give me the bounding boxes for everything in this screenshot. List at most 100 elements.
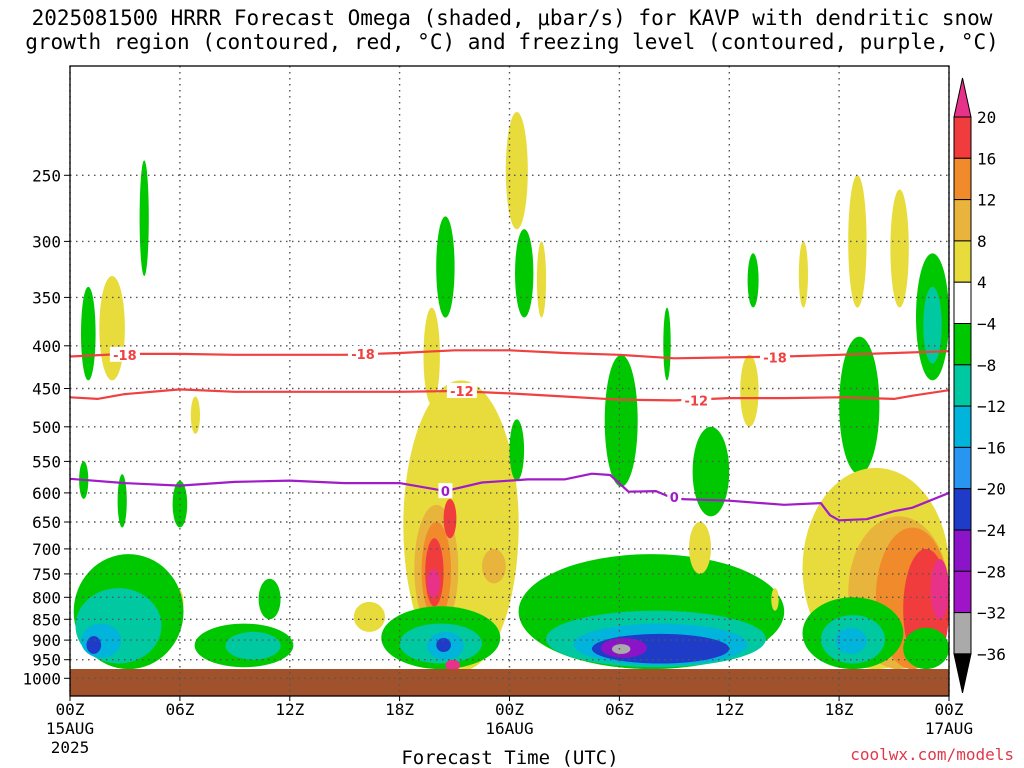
contour-label-bg: [446, 383, 477, 398]
colorbar-label: −32: [977, 604, 1006, 623]
omega-region-15: [353, 601, 385, 632]
omega-region-42: [692, 426, 730, 517]
colorbar-label: 12: [977, 191, 996, 210]
colorbar-label: −4: [977, 315, 996, 334]
y-tick-label-350: 350: [32, 288, 61, 307]
y-tick-label-950: 950: [32, 651, 61, 670]
y-tick-label-550: 550: [32, 452, 61, 471]
x-tick-label-12: 12Z: [275, 700, 304, 719]
omega-region-61: [903, 627, 949, 670]
colorbar-label: −36: [977, 645, 1006, 664]
omega-region-49: [890, 189, 909, 308]
x-tick-label-30: 06Z: [605, 700, 634, 719]
y-tick-label-700: 700: [32, 540, 61, 559]
omega-region-4: [117, 474, 127, 528]
colorbar-swatch-6: [953, 323, 972, 366]
contour-label: 0: [670, 491, 679, 506]
colorbar-label: 4: [977, 273, 987, 292]
credit-link[interactable]: coolwx.com/models: [850, 745, 1014, 764]
colorbar-swatch-5: [953, 281, 972, 325]
omega-region-32: [536, 241, 547, 318]
omega-region-5: [190, 396, 200, 434]
contour-label: -18: [351, 348, 375, 363]
colorbar-label: −24: [977, 521, 1006, 540]
contour-label: 0: [441, 485, 450, 500]
contour-label-bg: [681, 392, 712, 408]
colorbar-swatch-9: [953, 446, 972, 490]
contour-label: -18: [763, 351, 787, 366]
contour-layer: -18 -18 -18 -12 -12 0 0: [70, 345, 949, 522]
contour-label: -12: [685, 394, 709, 409]
x-tick-label-36: 12Z: [715, 700, 744, 719]
contour-minus12-line: [70, 388, 949, 402]
omega-region-11: [86, 636, 102, 654]
omega-region-57: [930, 559, 949, 620]
colorbar-label: −12: [977, 397, 1006, 416]
y-tick-label-850: 850: [32, 610, 61, 629]
omega-region-60: [835, 627, 867, 654]
y-tick-label-600: 600: [32, 484, 61, 503]
contour-0-line: [70, 472, 949, 522]
colorbar-swatch-4: [953, 240, 972, 283]
omega-region-22: [427, 569, 440, 598]
omega-region-13: [225, 631, 281, 660]
colorbar-swatch-7: [953, 364, 972, 407]
omega-region-14: [258, 578, 281, 620]
colorbar-label: −8: [977, 356, 996, 375]
y-tick-label-400: 400: [32, 337, 61, 356]
colorbar-label: 20: [977, 108, 996, 127]
omega-region-43: [689, 521, 711, 574]
y-tick-label-750: 750: [32, 565, 61, 584]
y-tick-label-500: 500: [32, 418, 61, 437]
omega-region-46: [771, 588, 779, 611]
y-tick-label-450: 450: [32, 380, 61, 399]
omega-region-34: [604, 354, 638, 487]
omega-region-23: [443, 498, 457, 539]
contour-label: -18: [113, 349, 137, 364]
x-tick-label-24: 00Z: [495, 700, 524, 719]
colorbar-swatch-2: [953, 157, 972, 201]
x-tick-date-label: 15AUG: [46, 719, 94, 738]
contour-minus18-line: [70, 349, 949, 360]
omega-region-52: [839, 336, 880, 475]
grid-lines: [69, 66, 950, 696]
omega-region-31: [515, 229, 534, 318]
x-axis-label: Forecast Time (UTC): [401, 747, 618, 768]
omega-region-24: [482, 548, 506, 584]
omega-region-30: [505, 112, 528, 230]
contour-label-bg: [438, 483, 453, 499]
omega-region-51: [923, 286, 942, 364]
colorbar-label: 8: [977, 232, 987, 251]
contour-label-bg: [667, 489, 682, 505]
x-tick-year-label: 2025: [51, 738, 90, 757]
y-tick-label-300: 300: [32, 232, 61, 251]
colorbar-label: 16: [977, 149, 996, 168]
y-axis: 250 300 350 400 450 500 550 600 650 700 750 800 850 9…: [22, 166, 70, 688]
omega-region-17: [423, 307, 440, 405]
chart-title: 2025081500 HRRR Forecast Omega (shaded, …: [0, 6, 1024, 54]
x-tick-label-18: 18Z: [385, 700, 414, 719]
y-tick-label-800: 800: [32, 588, 61, 607]
colorbar-swatch-8: [953, 405, 972, 448]
colorbar-label: −20: [977, 480, 1006, 499]
omega-region-0: [81, 286, 96, 381]
x-tick-label-0: 00Z: [56, 700, 85, 719]
omega-region-40: [612, 644, 631, 654]
colorbar-legend: 20 16 12 8 4 −4 −8 −12 −16 −20 −24 −28 −32 −36: [953, 77, 1006, 694]
x-tick-label-42: 18Z: [825, 700, 854, 719]
x-tick-label-48: 00Z: [935, 700, 964, 719]
colorbar-swatch-11: [953, 529, 972, 572]
colorbar-swatch-1: [953, 116, 972, 159]
colorbar-bottom-arrow: [953, 653, 972, 694]
omega-region-45: [740, 354, 759, 427]
contour-label-bg: [760, 349, 790, 365]
x-tick-date-label: 17AUG: [925, 719, 973, 738]
chart-title-line-2: growth region (contoured, red, °C) and f…: [25, 30, 999, 54]
omega-region-16: [436, 216, 455, 318]
y-tick-label-1000: 1000: [22, 669, 61, 688]
colorbar-label: −16: [977, 438, 1006, 457]
contour-label-bg: [109, 346, 140, 362]
omega-region-33: [509, 419, 525, 481]
colorbar-swatch-13: [953, 612, 972, 655]
